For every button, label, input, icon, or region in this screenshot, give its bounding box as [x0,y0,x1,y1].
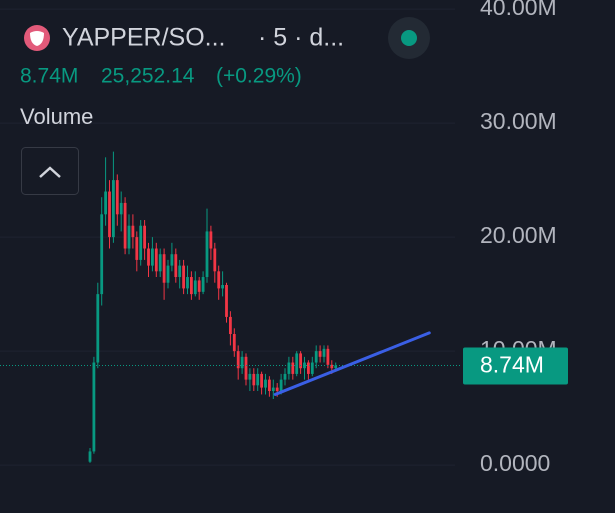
candle-body [209,231,213,249]
candle-body [205,231,209,278]
volume-value: 8.74M [20,65,78,88]
trend-line [273,331,431,396]
candle-body [158,254,162,272]
candle-body [264,379,267,388]
y-tick-label: 20.00M [480,222,557,248]
candle-body [131,225,135,238]
candle-body [119,202,123,215]
candle-body [275,387,279,392]
change: (+0.29%) [216,65,302,88]
candle-body [96,294,100,363]
candle-body [100,214,104,295]
candle-body [291,362,295,374]
candle-body [112,180,115,238]
candle-body [182,265,185,289]
candle-body [201,277,205,292]
candle-body [123,202,127,249]
candle-body [240,356,244,369]
candle-body [248,373,252,380]
candle-body [299,353,302,369]
candle-body [268,379,271,392]
candle-body [236,351,240,369]
y-tick-label: 40.00M [480,0,557,20]
candle-body [108,191,111,238]
candle-body [326,348,330,365]
candle-body [135,237,139,260]
candle-body [217,271,221,289]
candle-body [334,365,338,369]
candle-body [151,248,154,266]
candle-body [232,334,236,352]
candle-body [303,362,306,369]
collapse-button[interactable] [21,147,79,195]
candle-body [197,280,201,292]
interval: · 5 · d... [258,24,344,52]
candle-body [166,265,170,283]
legend-header: YAPPER/SO... · 5 · d... 8.74M 25,252.14 … [20,17,430,195]
candle-body [260,373,263,388]
candle-body [139,225,143,260]
plot-area [0,151,462,463]
candle-body [295,353,299,374]
candle-body [162,254,166,283]
symbol[interactable]: YAPPER/SO... [62,24,225,52]
candle-body [154,248,158,272]
current-value-label: 8.74M [480,352,544,378]
candle-body [318,351,322,357]
candle-body [213,248,217,272]
candle-body [143,225,146,249]
candle-body [283,373,287,380]
candle-body [310,362,314,374]
candle-body [186,277,189,289]
candle-body [147,248,150,266]
candle-body [115,180,119,215]
icon-mask [30,31,44,46]
price: 25,252.14 [101,65,195,88]
candle-body [178,265,182,278]
candle-body [229,316,232,335]
candle-body [314,351,318,363]
candle-body [221,285,224,289]
chevron-up [39,166,61,178]
candle-body [225,285,228,317]
candle-body [279,379,283,392]
candle-body [104,191,107,215]
current-value-badge [463,347,568,385]
candle-body [127,225,131,249]
candle-body [322,348,326,357]
grid [0,8,455,466]
candle-body [256,373,260,386]
candle-body [174,254,178,278]
candle-body [244,356,248,380]
candle-body [287,362,291,374]
candle-body [190,277,193,295]
pane-title: Volume [20,104,93,129]
candle-body [92,362,96,452]
y-tick-label: 0.0000 [480,450,550,476]
y-tick-label: 30.00M [480,108,557,134]
candle-body [88,451,92,462]
candle-body [307,362,310,374]
candle-body [330,364,334,369]
candle-body [193,280,197,295]
candle-body [170,254,174,266]
candle-body [271,387,275,392]
status-dot [401,30,417,46]
candle-body [252,373,256,386]
